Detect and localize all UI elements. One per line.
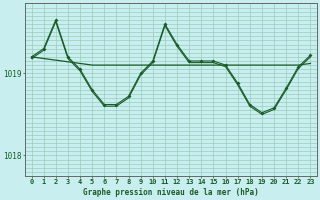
Point <box>126 95 131 98</box>
Point <box>77 68 83 71</box>
Point <box>247 103 252 106</box>
Point <box>138 72 143 75</box>
Point <box>296 65 301 68</box>
Point <box>150 59 155 63</box>
Point <box>41 47 46 50</box>
Point <box>199 59 204 63</box>
Point <box>308 54 313 57</box>
Point <box>235 82 240 85</box>
Point <box>90 88 95 91</box>
X-axis label: Graphe pression niveau de la mer (hPa): Graphe pression niveau de la mer (hPa) <box>83 188 259 197</box>
Point <box>211 59 216 63</box>
Point <box>102 103 107 106</box>
Point <box>174 43 180 46</box>
Point <box>114 103 119 106</box>
Point <box>223 63 228 67</box>
Point <box>29 55 34 58</box>
Point <box>260 111 265 114</box>
Point <box>271 106 276 109</box>
Point <box>53 18 58 22</box>
Point <box>162 22 167 26</box>
Point <box>65 55 70 58</box>
Point <box>284 86 289 90</box>
Point <box>187 59 192 63</box>
